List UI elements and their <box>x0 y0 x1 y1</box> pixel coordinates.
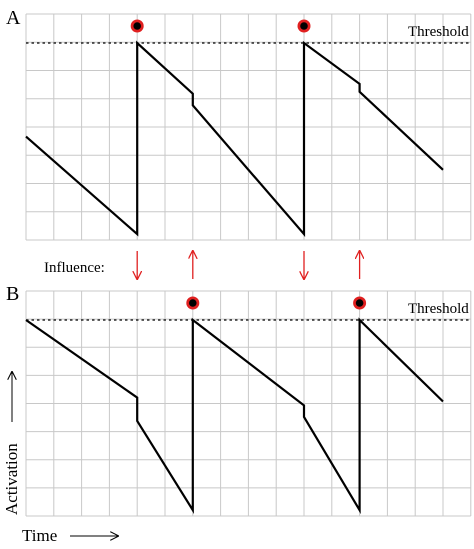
panel-b: B Threshold <box>6 283 472 517</box>
panel-a-activation-trace <box>25 40 444 238</box>
panel-b-threshold-label: Threshold <box>408 301 469 317</box>
activation-axis-label: Activation <box>2 443 21 515</box>
time-axis: Time <box>22 526 118 545</box>
panel-b-label: B <box>6 283 19 305</box>
panel-a-spikes <box>130 19 311 33</box>
spike-marker-core <box>355 299 364 307</box>
panel-a-label: A <box>6 7 21 29</box>
panel-a: A Threshold <box>6 7 472 241</box>
panel-a-threshold-label: Threshold <box>408 24 469 40</box>
spike-marker-core <box>133 22 141 30</box>
influence-label: Influence: <box>44 260 105 276</box>
panel-b-activation-trace <box>25 317 444 515</box>
panel-b-spikes <box>186 296 367 310</box>
time-axis-label: Time <box>22 526 57 544</box>
panel-a-grid <box>25 13 472 241</box>
spike-marker-core <box>300 22 308 30</box>
spike-marker-core <box>189 299 197 307</box>
influence-row: Influence: <box>44 251 360 279</box>
activation-axis: Activation <box>2 372 21 515</box>
panel-b-grid <box>25 290 472 517</box>
influence-arrows <box>137 251 359 279</box>
